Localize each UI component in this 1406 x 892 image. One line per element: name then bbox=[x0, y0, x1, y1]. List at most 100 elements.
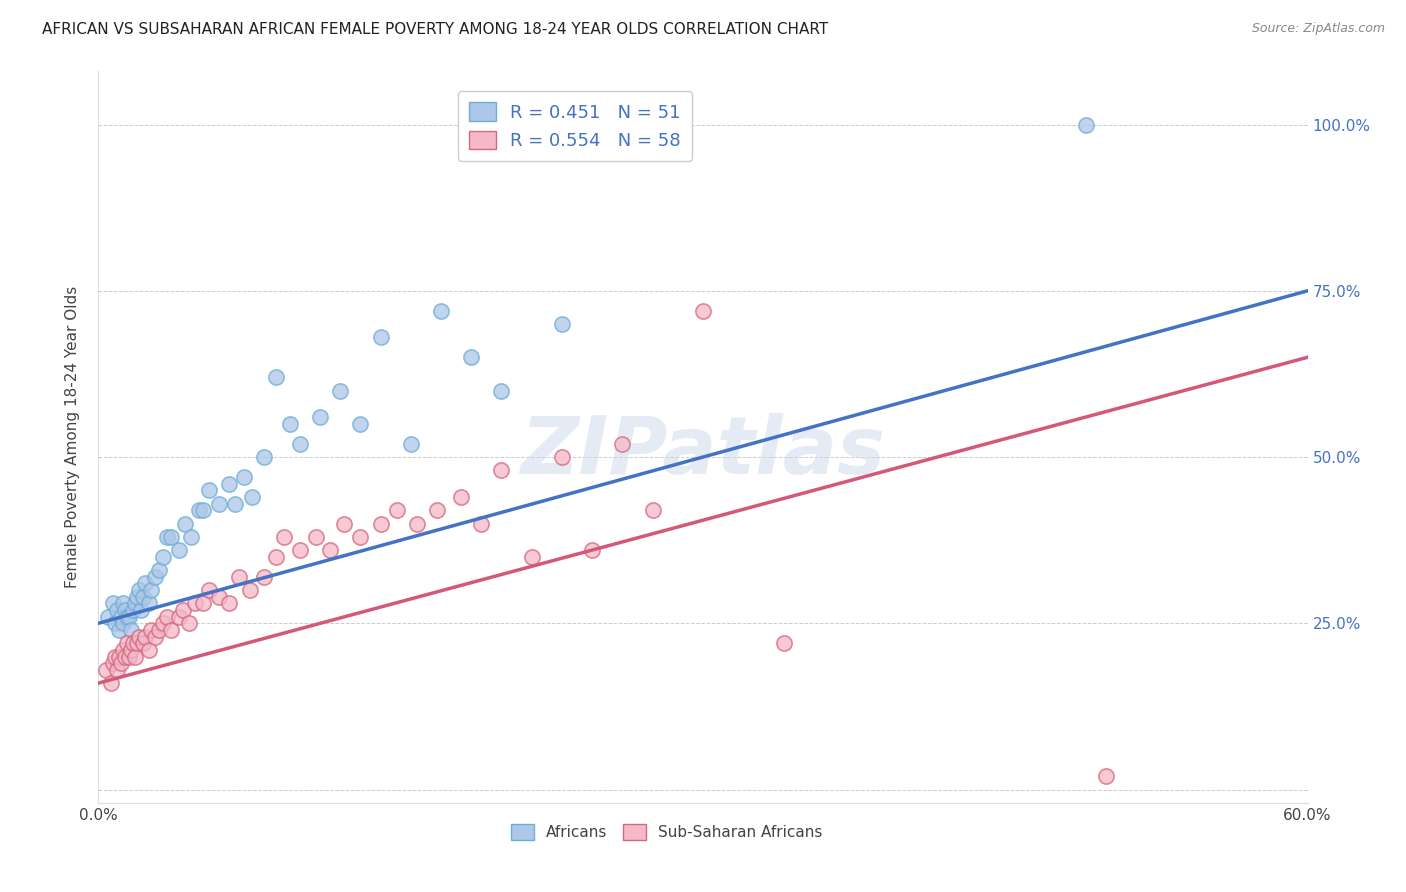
Point bbox=[253, 570, 276, 584]
Point bbox=[208, 497, 231, 511]
Point bbox=[278, 417, 301, 431]
Point bbox=[128, 582, 150, 597]
Point bbox=[253, 450, 276, 464]
Point bbox=[264, 370, 287, 384]
Point bbox=[399, 436, 422, 450]
Point bbox=[134, 576, 156, 591]
Point bbox=[97, 609, 120, 624]
Point bbox=[124, 596, 146, 610]
Point bbox=[156, 530, 179, 544]
Point bbox=[107, 649, 129, 664]
Point bbox=[184, 596, 207, 610]
Point bbox=[198, 483, 221, 498]
Point bbox=[208, 590, 231, 604]
Point bbox=[319, 543, 342, 558]
Point bbox=[118, 649, 141, 664]
Point bbox=[692, 303, 714, 318]
Point bbox=[111, 616, 134, 631]
Point bbox=[132, 636, 155, 650]
Point bbox=[111, 596, 134, 610]
Point bbox=[115, 636, 138, 650]
Point bbox=[129, 603, 152, 617]
Point bbox=[105, 663, 128, 677]
Point bbox=[772, 636, 794, 650]
Point bbox=[385, 503, 408, 517]
Point bbox=[228, 570, 250, 584]
Point bbox=[491, 384, 513, 398]
Text: Source: ZipAtlas.com: Source: ZipAtlas.com bbox=[1251, 22, 1385, 36]
Point bbox=[111, 643, 134, 657]
Point bbox=[125, 590, 148, 604]
Point bbox=[124, 649, 146, 664]
Point bbox=[110, 656, 132, 670]
Point bbox=[118, 609, 141, 624]
Point bbox=[120, 623, 142, 637]
Point bbox=[581, 543, 603, 558]
Point bbox=[218, 476, 240, 491]
Point bbox=[103, 616, 125, 631]
Point bbox=[460, 351, 482, 365]
Point bbox=[125, 636, 148, 650]
Point bbox=[450, 490, 472, 504]
Point bbox=[551, 450, 574, 464]
Point bbox=[288, 543, 311, 558]
Point bbox=[120, 643, 142, 657]
Point bbox=[174, 516, 197, 531]
Point bbox=[121, 636, 143, 650]
Point bbox=[305, 530, 328, 544]
Point bbox=[551, 317, 574, 331]
Point bbox=[520, 549, 543, 564]
Point bbox=[114, 649, 136, 664]
Point bbox=[138, 596, 160, 610]
Point bbox=[138, 643, 160, 657]
Point bbox=[114, 603, 136, 617]
Point bbox=[179, 616, 201, 631]
Legend: Africans, Sub-Saharan Africans: Africans, Sub-Saharan Africans bbox=[505, 818, 828, 847]
Text: ZIPatlas: ZIPatlas bbox=[520, 413, 886, 491]
Point bbox=[100, 676, 122, 690]
Point bbox=[101, 656, 124, 670]
Point bbox=[115, 609, 138, 624]
Point bbox=[273, 530, 295, 544]
Text: AFRICAN VS SUBSAHARAN AFRICAN FEMALE POVERTY AMONG 18-24 YEAR OLDS CORRELATION C: AFRICAN VS SUBSAHARAN AFRICAN FEMALE POV… bbox=[42, 22, 828, 37]
Point bbox=[426, 503, 449, 517]
Point bbox=[107, 623, 129, 637]
Point bbox=[152, 549, 174, 564]
Point bbox=[139, 623, 162, 637]
Point bbox=[232, 470, 254, 484]
Point bbox=[143, 570, 166, 584]
Point bbox=[224, 497, 246, 511]
Point bbox=[101, 596, 124, 610]
Point bbox=[167, 543, 190, 558]
Point bbox=[405, 516, 427, 531]
Point bbox=[172, 603, 194, 617]
Point bbox=[264, 549, 287, 564]
Point bbox=[188, 503, 211, 517]
Point bbox=[370, 516, 392, 531]
Point bbox=[96, 663, 118, 677]
Point bbox=[160, 623, 183, 637]
Point bbox=[1095, 769, 1118, 783]
Y-axis label: Female Poverty Among 18-24 Year Olds: Female Poverty Among 18-24 Year Olds bbox=[65, 286, 80, 588]
Point bbox=[134, 630, 156, 644]
Point bbox=[198, 582, 221, 597]
Point bbox=[121, 603, 143, 617]
Point bbox=[470, 516, 492, 531]
Point bbox=[1074, 118, 1097, 132]
Point bbox=[167, 609, 190, 624]
Point bbox=[143, 630, 166, 644]
Point bbox=[430, 303, 453, 318]
Point bbox=[180, 530, 202, 544]
Point bbox=[239, 582, 262, 597]
Point bbox=[218, 596, 240, 610]
Point bbox=[156, 609, 179, 624]
Point bbox=[139, 582, 162, 597]
Point bbox=[105, 603, 128, 617]
Point bbox=[491, 463, 513, 477]
Point bbox=[103, 649, 125, 664]
Point bbox=[641, 503, 664, 517]
Point bbox=[349, 417, 371, 431]
Point bbox=[193, 596, 215, 610]
Point bbox=[132, 590, 155, 604]
Point bbox=[309, 410, 332, 425]
